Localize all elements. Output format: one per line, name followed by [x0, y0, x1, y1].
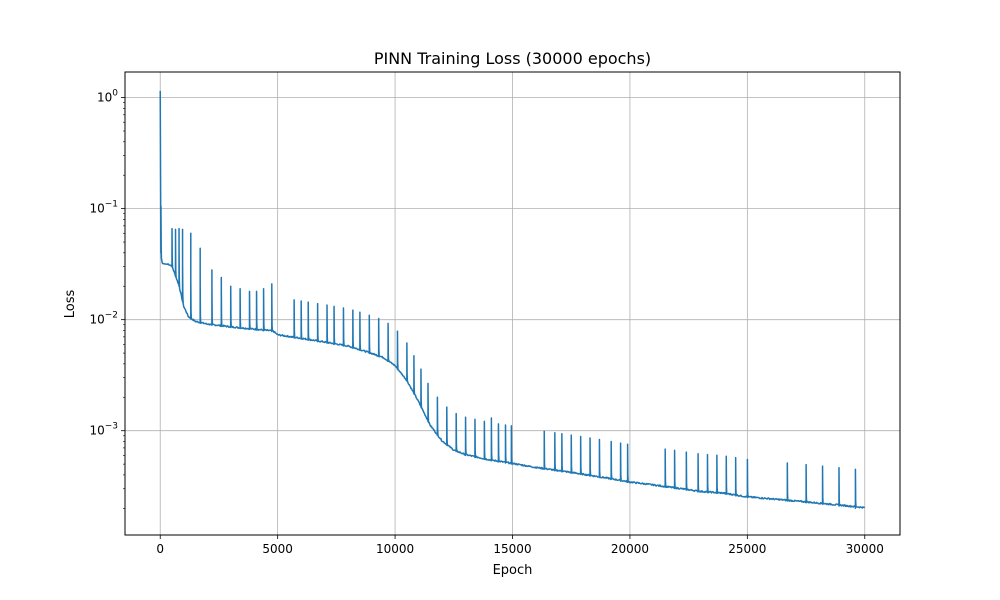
- plot-area: [159, 90, 865, 510]
- x-tick-label: 10000: [376, 542, 414, 556]
- x-axis-label: Epoch: [493, 563, 533, 578]
- x-tick-label: 0: [156, 542, 164, 556]
- loss-series-line: [159, 90, 865, 510]
- y-tick-label: 100: [97, 89, 118, 105]
- x-tick-label: 25000: [728, 542, 766, 556]
- y-tick-label: 10−2: [89, 311, 118, 327]
- y-tick-label: 10−1: [89, 200, 118, 216]
- y-tick-label: 10−3: [89, 422, 118, 438]
- chart-title: PINN Training Loss (30000 epochs): [374, 49, 651, 68]
- x-tick-label: 5000: [262, 542, 293, 556]
- grid: [125, 72, 900, 535]
- x-tick-label: 30000: [846, 542, 884, 556]
- x-tick-label: 20000: [611, 542, 649, 556]
- ticks: 0 5000 10000 15000 20000 25000 30000 100 10−1 10−…: [89, 89, 883, 556]
- y-axis-label: Loss: [63, 290, 78, 319]
- x-tick-label: 15000: [493, 542, 531, 556]
